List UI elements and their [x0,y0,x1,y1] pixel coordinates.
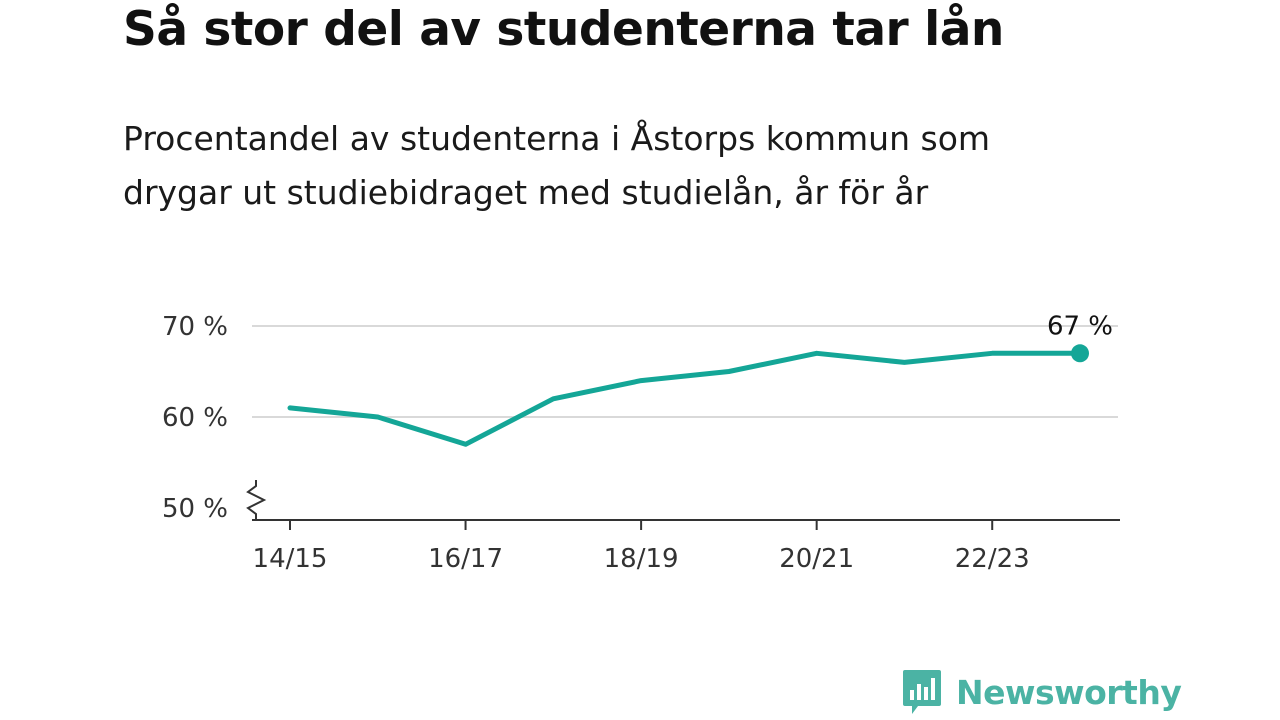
y-axis-labels: 50 % 60 % 70 % [162,312,228,524]
chart-title: Så stor del av studenterna tar lån [123,2,1004,57]
x-tick-label: 14/15 [253,544,328,574]
newsworthy-logo: Newsworthy [902,670,1182,714]
chart-subtitle: Procentandel av studenterna i Åstorps ko… [123,119,991,212]
series-line [287,350,1083,447]
y-tick-label: 70 % [162,312,228,342]
x-tick-label: 16/17 [428,544,503,574]
logo-text: Newsworthy [956,672,1182,712]
x-tick-label: 18/19 [604,544,679,574]
x-axis-labels: 14/15 16/17 18/19 20/21 22/23 [253,544,1030,574]
axis-break-icon [246,480,267,520]
x-tick-label: 20/21 [779,544,854,574]
series-layer: 67 % [287,311,1113,447]
y-tick-label: 50 % [162,494,228,524]
end-point-marker [1071,344,1089,363]
x-axis [246,480,1120,530]
end-value-label: 67 % [1047,311,1113,341]
y-tick-label: 60 % [162,403,228,433]
gridlines [252,325,1118,418]
bar-chart-bubble-icon [903,670,941,714]
x-tick-label: 22/23 [955,544,1030,574]
line-chart: 50 % 60 % 70 % 14/15 16/17 18/19 20/21 22/23 6… [162,311,1120,574]
